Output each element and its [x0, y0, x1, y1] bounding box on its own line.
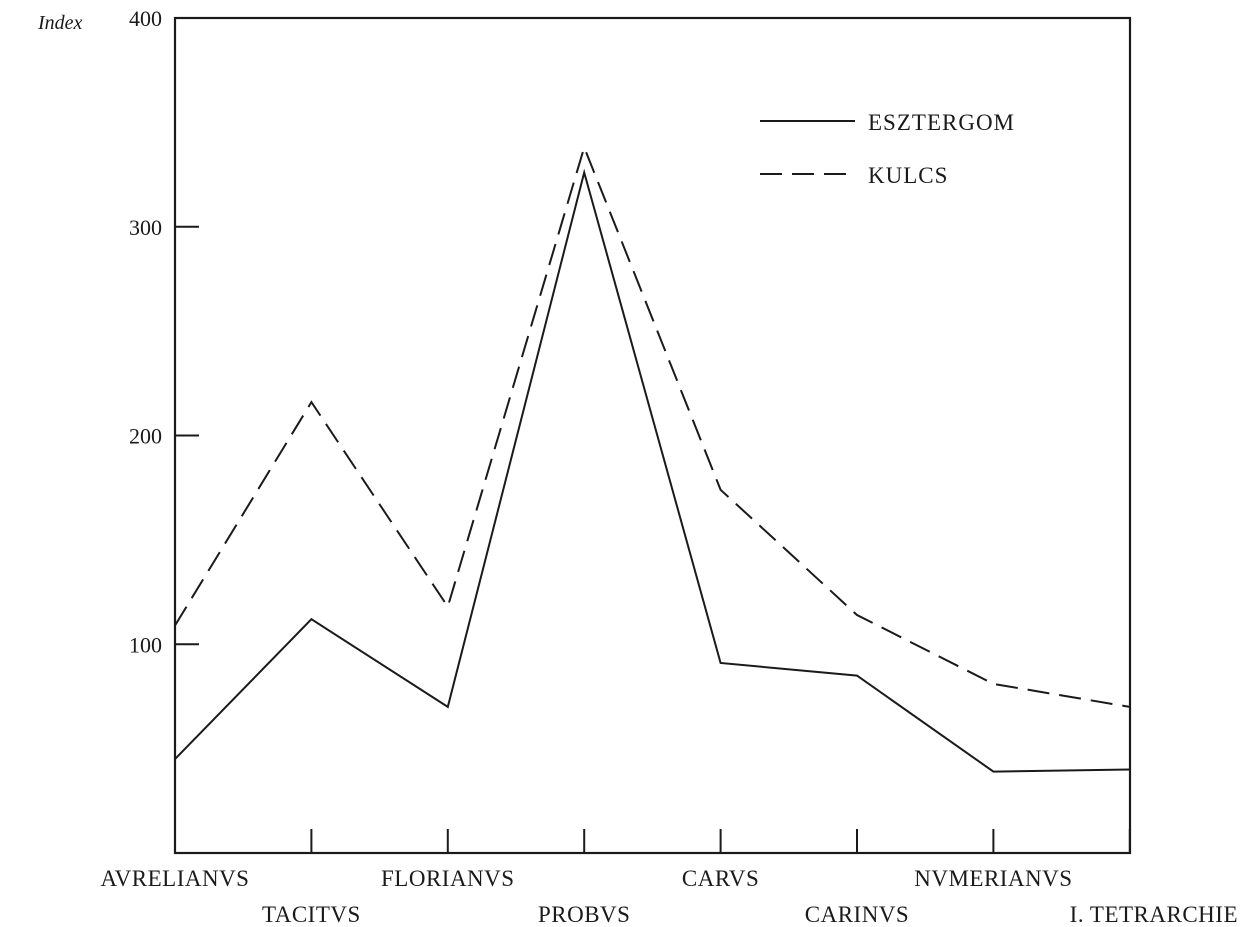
- x-tick-label: TACITVS: [262, 902, 361, 927]
- x-tick-label: PROBVS: [538, 902, 630, 927]
- series-lines: [174, 144, 1130, 773]
- x-tick-label: CARINVS: [805, 902, 909, 927]
- x-tick-label: FLORIANVS: [381, 866, 515, 891]
- y-tick-label: 200: [129, 424, 162, 449]
- x-axis-ticks: AVRELIANVS TACITVS FLORIANVS PROBVS CARVS CAR…: [101, 829, 1238, 927]
- y-tick-label: 100: [129, 632, 162, 657]
- series-line-kulcs: [174, 144, 1130, 708]
- y-tick-label: 300: [129, 215, 162, 240]
- x-tick-label: CARVS: [682, 866, 759, 891]
- y-axis-title: Index: [37, 12, 83, 34]
- series-line-esztergom: [174, 168, 1130, 773]
- y-axis-ticks: 100 200 300 400: [129, 6, 199, 657]
- y-tick-label: 400: [129, 6, 162, 31]
- legend-label-esztergom: ESZTERGOM: [868, 110, 1015, 135]
- legend: ESZTERGOM KULCS: [760, 110, 1015, 188]
- plot-frame: [173, 16, 1132, 855]
- x-tick-label: AVRELIANVS: [101, 866, 250, 891]
- x-tick-label: I. TETRARCHIE: [1070, 902, 1238, 927]
- legend-label-kulcs: KULCS: [868, 163, 948, 188]
- x-tick-label: NVMERIANVS: [914, 866, 1072, 891]
